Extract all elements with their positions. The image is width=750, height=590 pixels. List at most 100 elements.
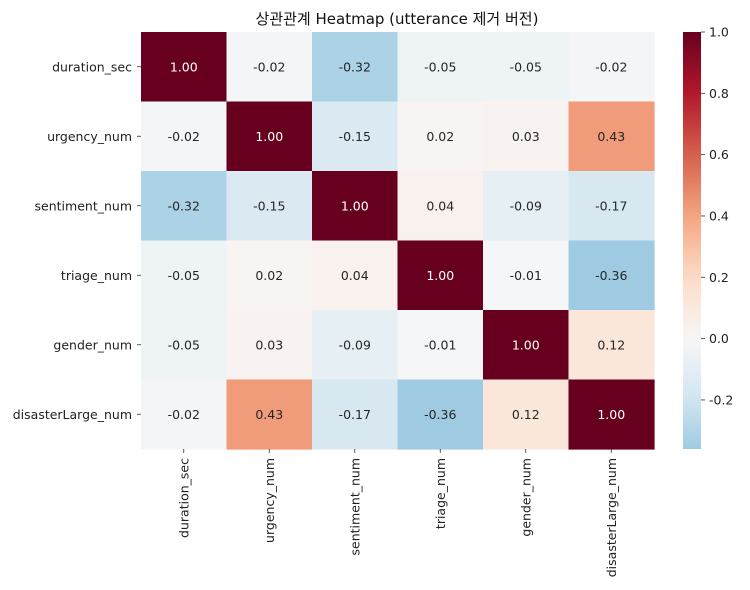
x-axis-tick-label: duration_sec: [176, 458, 191, 538]
heatmap-cell: [226, 32, 313, 103]
heatmap-cell-label: -0.32: [339, 59, 371, 74]
heatmap-cell: [397, 171, 484, 242]
x-axis-tick-label: disasterLarge_num: [604, 458, 619, 577]
heatmap-cell-label: -0.05: [424, 59, 456, 74]
heatmap-cell: [568, 32, 655, 103]
heatmap-cell: [568, 379, 655, 450]
heatmap-cell-label: 0.12: [512, 407, 540, 422]
heatmap-cell: [141, 379, 228, 450]
heatmap-cell-label: -0.05: [168, 337, 200, 352]
y-axis-tick-label: duration_sec: [52, 59, 132, 74]
heatmap-cell: [483, 310, 570, 381]
colorbar: -0.2 0.0 0.2 0.4 0.6 0.8 1.0: [683, 25, 733, 449]
heatmap-cell-label: -0.01: [424, 337, 456, 352]
colorbar-tick-label: 0.8: [709, 86, 729, 101]
colorbar-tick-label: 0.2: [709, 270, 729, 285]
colorbar-tick-label: -0.2: [709, 392, 733, 407]
heatmap-cell: [483, 240, 570, 311]
colorbar-ticks: -0.2 0.0 0.2 0.4 0.6 0.8 1.0: [701, 25, 733, 407]
heatmap-cell: [226, 171, 313, 242]
heatmap-cell: [141, 32, 228, 103]
heatmap-cell: [397, 101, 484, 172]
heatmap-cell-label: -0.15: [339, 129, 371, 144]
heatmap-cell-label: -0.02: [253, 59, 285, 74]
heatmap-cell: [483, 32, 570, 103]
heatmap-cell: [312, 310, 399, 381]
heatmap-cell: [226, 101, 313, 172]
heatmap-cell-labels: 1.00 -0.02 -0.32 -0.05 -0.05 -0.02 -0.02 1.00 -0…: [168, 59, 628, 422]
colorbar-tick-label: 0.6: [709, 147, 729, 162]
heatmap-cell-label: -0.32: [168, 198, 200, 213]
heatmap-cell: [312, 379, 399, 450]
heatmap-cell-label: 1.00: [597, 407, 625, 422]
heatmap-cell-label: 0.02: [426, 129, 454, 144]
heatmap-cell-label: 0.43: [597, 129, 625, 144]
heatmap-cell-label: 0.43: [255, 407, 283, 422]
heatmap-cell-label: -0.09: [510, 198, 542, 213]
heatmap-cell-label: 0.12: [597, 337, 625, 352]
heatmap-cell: [226, 379, 313, 450]
y-axis-tick-label: gender_num: [53, 337, 132, 352]
heatmap-cell: [397, 240, 484, 311]
heatmap-cell: [483, 101, 570, 172]
heatmap-cell: [226, 310, 313, 381]
heatmap-cell-label: -0.36: [595, 268, 627, 283]
colorbar-gradient: [683, 32, 701, 449]
heatmap-cell: [568, 101, 655, 172]
heatmap-cell-label: -0.05: [510, 59, 542, 74]
heatmap-cell-label: 1.00: [341, 198, 369, 213]
x-axis-tick-labels: duration_sec urgency_num sentiment_num tria…: [176, 449, 619, 577]
heatmap-cell: [312, 240, 399, 311]
heatmap-cell-label: 1.00: [255, 129, 283, 144]
heatmap-cell: [226, 240, 313, 311]
heatmap-cell-label: 0.04: [341, 268, 369, 283]
heatmap-cell: [141, 240, 228, 311]
heatmap-cell-label: -0.05: [168, 268, 200, 283]
heatmap-cell-label: -0.17: [595, 198, 627, 213]
y-axis-tick-labels: duration_sec urgency_num sentiment_numtria…: [13, 59, 141, 422]
heatmap-cell-label: -0.09: [339, 337, 371, 352]
heatmap-cell: [141, 171, 228, 242]
y-axis-tick-label: triage_num: [61, 268, 132, 283]
heatmap-cell: [397, 32, 484, 103]
heatmap-cell: [483, 171, 570, 242]
heatmap-cell: [141, 310, 228, 381]
heatmap-cell-label: 0.03: [255, 337, 283, 352]
x-axis-tick-label: triage_num: [433, 458, 448, 529]
heatmap-cell-label: 0.04: [426, 198, 454, 213]
y-axis-tick-label: sentiment_num: [35, 198, 132, 213]
heatmap-cell: [397, 379, 484, 450]
heatmap-cell: [312, 101, 399, 172]
heatmap-cell: [312, 32, 399, 103]
heatmap-cell-label: -0.17: [339, 407, 371, 422]
y-axis-tick-label: disasterLarge_num: [13, 407, 132, 422]
heatmap-cell-label: 0.02: [255, 268, 283, 283]
heatmap-cell: [141, 101, 228, 172]
heatmap-cell-label: -0.15: [253, 198, 285, 213]
heatmap-cell: [312, 171, 399, 242]
heatmap-cell: [483, 379, 570, 450]
heatmap-cell: [568, 171, 655, 242]
heatmap-cell-label: -0.02: [168, 407, 200, 422]
heatmap-cell-label: -0.01: [510, 268, 542, 283]
x-axis-tick-label: sentiment_num: [347, 458, 362, 555]
colorbar-tick-label: 1.0: [709, 25, 729, 40]
heatmap-cell: [397, 310, 484, 381]
heatmap-cell-label: 1.00: [426, 268, 454, 283]
heatmap-cell-label: 0.03: [512, 129, 540, 144]
colorbar-tick-label: 0.4: [709, 208, 729, 223]
heatmap-cell-label: 1.00: [170, 59, 198, 74]
y-axis-tick-label: urgency_num: [47, 129, 132, 144]
x-axis-tick-label: urgency_num: [262, 458, 277, 543]
heatmap-cell: [568, 240, 655, 311]
heatmap-cell-label: 1.00: [512, 337, 540, 352]
heatmap-cell-label: -0.36: [424, 407, 456, 422]
chart-title: 상관관계 Heatmap (utterance 제거 버전): [256, 10, 539, 28]
x-axis-tick-label: gender_num: [518, 458, 533, 537]
heatmap-cells: [141, 32, 655, 450]
heatmap-cell-label: -0.02: [595, 59, 627, 74]
heatmap-cell-label: -0.02: [168, 129, 200, 144]
heatmap-cell: [568, 310, 655, 381]
